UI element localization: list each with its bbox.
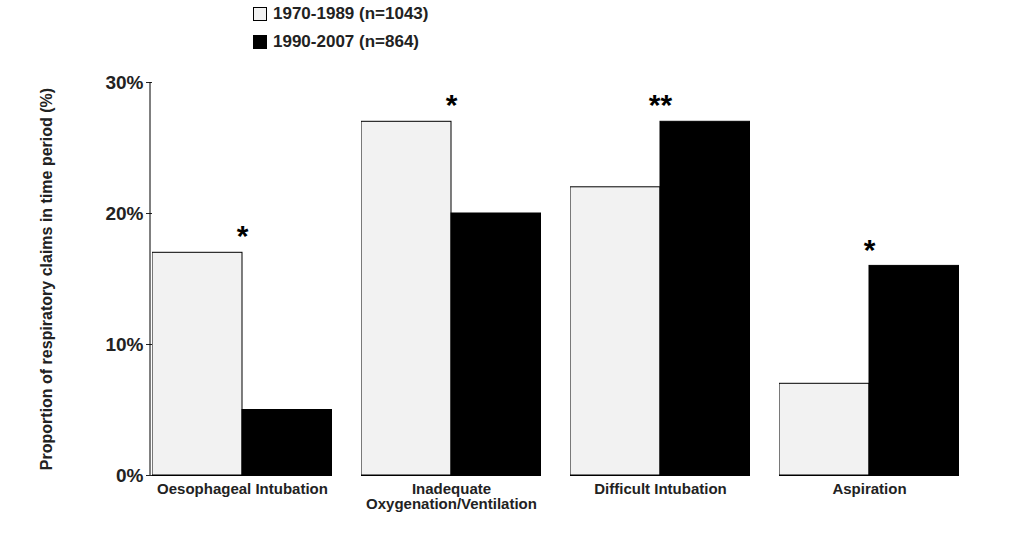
svg-text:Aspiration: Aspiration xyxy=(832,480,906,497)
html-text:1990-2007 (n=864): 1990-2007 (n=864) xyxy=(273,32,419,51)
svg-text:0%: 0% xyxy=(116,465,144,486)
svg-text:20%: 20% xyxy=(105,203,143,224)
svg-text:**: ** xyxy=(649,88,673,121)
svg-text:10%: 10% xyxy=(105,334,143,355)
svg-text:*: * xyxy=(446,88,458,121)
svg-text:Oesophageal Intubation: Oesophageal Intubation xyxy=(157,480,328,497)
svg-text:Proportion of respiratory clai: Proportion of respiratory claims in time… xyxy=(38,88,55,470)
svg-text:*: * xyxy=(864,233,876,266)
svg-text:Difficult Intubation: Difficult Intubation xyxy=(594,480,726,497)
html-text:1970-1989 (n=1043): 1970-1989 (n=1043) xyxy=(273,4,429,23)
svg-text:InadequateOxygenation/Ventilat: InadequateOxygenation/Ventilation xyxy=(366,480,537,512)
svg-text:30%: 30% xyxy=(105,72,143,93)
svg-text:*: * xyxy=(237,219,249,252)
